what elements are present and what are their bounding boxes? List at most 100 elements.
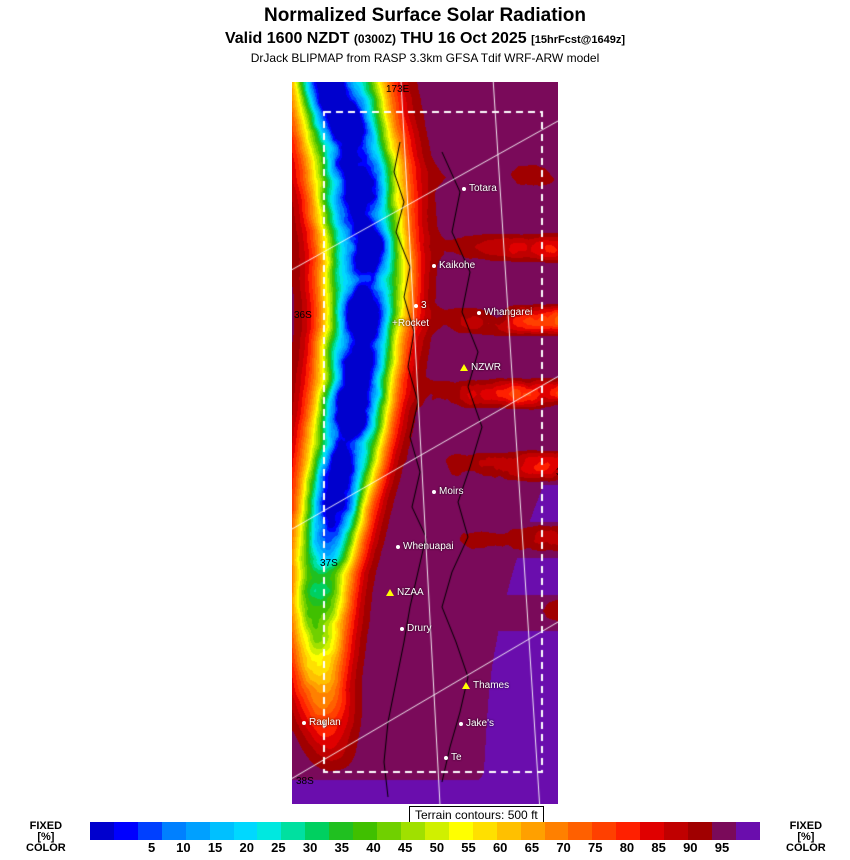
colorbar-segment [305, 822, 330, 840]
colorbar-segment [735, 822, 760, 840]
colorbar-tick: 40 [366, 840, 381, 855]
colorbar-segment [113, 822, 138, 840]
colorbar-tick: 45 [397, 840, 413, 855]
city-dot-icon [477, 310, 481, 315]
city-name: Moirs [439, 486, 464, 497]
city-name: 3 [421, 300, 427, 311]
colorbar-tick: 50 [429, 840, 445, 855]
colorbar [90, 822, 760, 840]
colorbar-segment [400, 822, 425, 840]
colorbar-left-caption: FIXED [%] COLOR [26, 820, 66, 854]
city-dot-icon [462, 186, 466, 191]
colorbar-tick: 60 [492, 840, 508, 855]
city-name: Whenuapai [403, 541, 454, 552]
valid-date: THU 16 Oct 2025 [400, 30, 527, 47]
colorbar-segment [161, 822, 186, 840]
colorbar-tick: 80 [619, 840, 635, 855]
colorbar-tick: 20 [239, 840, 254, 855]
colorbar-tick: 85 [651, 840, 666, 855]
colorbar-segment [448, 822, 473, 840]
colorbar-segment [424, 822, 449, 840]
city-name: Rocket [397, 318, 429, 329]
colorbar-tick-labels: 5 10 15 20 25 30 35 40 45 50 55 60 65 70 75 80 85 90 95 [90, 840, 760, 855]
airport-triangle-icon [462, 682, 470, 689]
valid-line: Valid 1600 NZDT (0300Z) THU 16 Oct 2025 … [0, 30, 850, 48]
colorbar-segment [90, 822, 114, 840]
grid-label: 38S [296, 776, 314, 787]
colorbar-segment [520, 822, 545, 840]
colorbar-tick: 5 [148, 840, 156, 855]
map-city-label: NZAA [386, 587, 424, 598]
map-city-label: NZWR [460, 362, 501, 373]
solar-radiation-map[interactable] [292, 82, 558, 804]
airport-triangle-icon [460, 364, 468, 371]
colorbar-segment [688, 822, 712, 840]
colorbar-segment [209, 822, 234, 840]
colorbar-segment [496, 822, 521, 840]
colorbar-segment [353, 822, 378, 840]
colorbar-tick: 90 [683, 840, 698, 855]
plus-icon: + [392, 318, 398, 329]
city-name: Jake's [466, 718, 495, 729]
colorbar-segment [472, 822, 497, 840]
city-dot-icon [400, 626, 404, 631]
city-dot-icon [444, 755, 448, 760]
colorbar-segment [640, 822, 665, 840]
colorbar-segment [616, 822, 641, 840]
city-name: Thames [473, 680, 510, 691]
city-name: NZAA [397, 587, 424, 598]
map-city-label: Drury [400, 623, 431, 634]
colorbar-segment [137, 822, 162, 840]
city-name: NZWR [471, 362, 501, 373]
colorbar-tick: 95 [714, 840, 730, 855]
colorbar-tick: 70 [556, 840, 571, 855]
grid-label: 36S [294, 310, 312, 321]
city-name: Whangarei [484, 307, 533, 318]
forecast-stamp: [15hrFcst@1649z] [531, 34, 626, 46]
city-name: Raglan [309, 717, 341, 728]
map-city-label: Moirs [432, 486, 463, 497]
map-city-label: Kaikohe [432, 260, 475, 271]
city-name: Drury [407, 623, 432, 634]
city-name: Kaikohe [439, 260, 476, 271]
city-dot-icon [459, 721, 463, 726]
airport-triangle-icon [386, 589, 394, 596]
map-city-label: Totara [462, 183, 497, 194]
colorbar-segment [568, 822, 593, 840]
map-city-label: 3 [414, 300, 427, 311]
colorbar-tick: 10 [176, 840, 191, 855]
grid-label: 37S [320, 558, 338, 569]
city-dot-icon [432, 263, 436, 268]
city-dot-icon [432, 489, 436, 494]
colorbar-tick: 75 [588, 840, 603, 855]
city-dot-icon [302, 720, 306, 725]
colorbar-segment [281, 822, 306, 840]
colorbar-segment [592, 822, 617, 840]
colorbar-segment [377, 822, 401, 840]
colorbar-right-caption: FIXED [%] COLOR [786, 820, 826, 854]
valid-utc: (0300Z) [353, 32, 396, 46]
model-credit: DrJack BLIPMAP from RASP 3.3km GFSA Tdif… [250, 51, 600, 65]
colorbar-segment [664, 822, 689, 840]
map-panel[interactable]: 173E35S36S36S37S38STotaraKaikohe3Whangar… [292, 82, 558, 804]
colorbar-segment [544, 822, 569, 840]
map-city-label: Thames [462, 680, 509, 691]
map-city-label: Raglan [302, 717, 341, 728]
colorbar-tick: 30 [302, 840, 318, 855]
colorbar-tick: 25 [271, 840, 286, 855]
map-city-label: Whenuapai [396, 541, 454, 552]
valid-time: Valid 1600 NZDT [224, 30, 350, 47]
city-dot-icon [396, 544, 400, 549]
colorbar-tick: 35 [334, 840, 350, 855]
colorbar-segment [329, 822, 354, 840]
page-title: Normalized Surface Solar Radiation [263, 5, 587, 26]
colorbar-segment [233, 822, 258, 840]
colorbar-segment [185, 822, 210, 840]
map-city-label: Jake's [459, 718, 494, 729]
map-city-label: +Rocket [392, 318, 429, 329]
city-dot-icon [414, 303, 418, 308]
map-city-label: Te [444, 752, 462, 763]
colorbar-tick: 55 [461, 840, 476, 855]
city-name: Totara [469, 183, 497, 194]
colorbar-segment [257, 822, 282, 840]
